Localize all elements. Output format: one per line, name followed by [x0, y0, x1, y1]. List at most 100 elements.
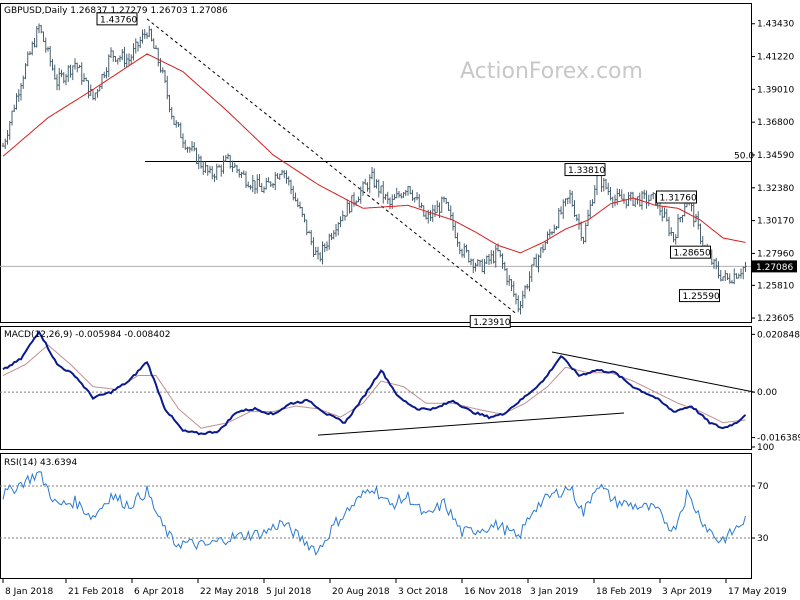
price-bar	[476, 259, 479, 266]
price-bar	[512, 281, 515, 297]
price-bar	[103, 71, 106, 79]
price-bar	[546, 231, 549, 245]
price-bar	[472, 258, 475, 274]
price-bar	[742, 266, 745, 280]
price-bar	[161, 67, 164, 74]
price-bar	[253, 180, 257, 194]
macd-trendline	[551, 351, 755, 393]
price-bar	[744, 261, 747, 272]
swing-label: 1.33810	[564, 163, 606, 177]
price-bar	[229, 155, 232, 169]
price-bar	[643, 189, 646, 199]
price-bar	[256, 174, 259, 194]
price-bar	[134, 38, 137, 54]
price-bar	[528, 271, 531, 292]
price-bar	[730, 280, 734, 284]
price-bar	[166, 75, 169, 100]
price-bar	[184, 139, 187, 150]
price-bar	[222, 155, 225, 174]
price-bar	[206, 165, 209, 176]
price-bar	[604, 178, 608, 190]
price-bar	[136, 41, 140, 52]
price-bar	[190, 141, 194, 152]
price-bar	[386, 191, 389, 205]
price-bar	[413, 197, 416, 203]
price-bar	[726, 273, 729, 280]
price-bar	[631, 191, 635, 207]
current-price-tag: 1.27086	[751, 260, 797, 273]
price-bar	[463, 243, 466, 258]
price-bar	[548, 228, 551, 238]
price-bar	[510, 278, 513, 291]
price-bar	[292, 185, 295, 201]
x-tick-label: 3 Jan 2019	[530, 587, 578, 597]
price-title: GBPUSD,Daily 1.26837 1.27279 1.26703 1.2…	[4, 6, 228, 16]
price-bar	[483, 259, 486, 275]
swing-label: 1.31760	[656, 190, 697, 204]
price-bar	[132, 43, 135, 61]
price-bar	[618, 189, 621, 197]
price-bar	[141, 29, 144, 44]
price-bar	[445, 197, 448, 204]
price-bar	[186, 146, 189, 153]
price-bar	[267, 177, 270, 183]
price-bar	[58, 67, 61, 91]
price-bar	[404, 189, 407, 197]
price-bar	[676, 213, 680, 239]
price-bar	[17, 89, 20, 102]
price-bar	[139, 36, 142, 49]
price-bar	[217, 164, 221, 168]
price-bar	[737, 273, 740, 279]
price-bar	[172, 115, 176, 125]
price-bar	[240, 171, 243, 178]
price-bar	[274, 172, 277, 191]
price-bar	[537, 254, 540, 273]
price-bar	[607, 182, 610, 196]
price-bar	[514, 293, 518, 305]
price-bar	[609, 186, 612, 201]
price-bar	[568, 189, 572, 204]
price-bar	[177, 122, 180, 128]
price-bar	[123, 46, 126, 68]
price-bar	[62, 72, 65, 84]
price-bar	[105, 67, 108, 79]
price-bar	[238, 168, 241, 178]
macd-y-tick-label: 0.00	[757, 388, 777, 398]
price-bar	[589, 200, 592, 219]
price-bar	[474, 262, 477, 272]
price-bar	[265, 177, 268, 190]
price-bar	[235, 164, 239, 174]
price-bar	[114, 56, 117, 63]
price-y-tick-label: 1.34590	[757, 151, 794, 161]
swing-label-text: 1.31760	[660, 193, 697, 203]
price-bar	[442, 196, 446, 203]
price-bar	[699, 223, 702, 245]
rsi-y-tick-label: 70	[757, 482, 769, 492]
price-bar	[121, 49, 124, 61]
price-bar	[375, 179, 378, 189]
price-bar	[526, 283, 529, 290]
price-bar	[258, 173, 261, 188]
price-bar	[276, 173, 279, 179]
price-bar	[233, 162, 236, 168]
price-bar	[33, 38, 36, 48]
price-bar	[193, 141, 196, 152]
current-price-tag-text: 1.27086	[756, 263, 793, 273]
x-tick-label: 8 Jan 2018	[5, 587, 53, 597]
price-bar	[251, 175, 254, 193]
price-bar	[211, 166, 214, 180]
price-bar	[370, 167, 374, 180]
price-bar	[418, 194, 421, 208]
price-bar	[681, 215, 684, 223]
price-bar	[202, 161, 205, 175]
price-bar	[440, 196, 443, 213]
price-bar	[523, 285, 527, 299]
price-bar	[724, 270, 727, 282]
price-bar	[31, 41, 34, 56]
price-bar	[469, 258, 473, 266]
price-bar	[591, 199, 594, 206]
price-bar	[366, 182, 369, 192]
price-bar	[179, 122, 182, 139]
price-bar	[71, 65, 74, 81]
price-bar	[501, 253, 504, 269]
